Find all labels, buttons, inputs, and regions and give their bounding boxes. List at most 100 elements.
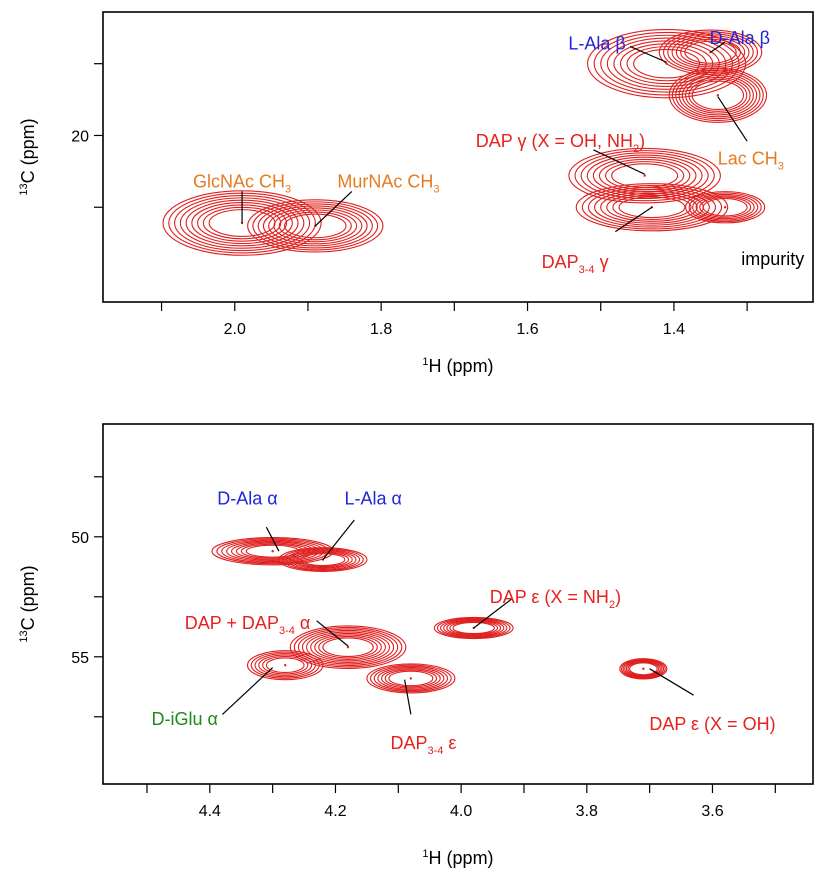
peak-annotation: MurNAc CH3 <box>337 171 439 195</box>
contour-level <box>306 631 391 663</box>
annotation-leader-line <box>404 679 412 715</box>
annotation-leader-line <box>322 519 355 560</box>
contour-level <box>293 626 403 668</box>
peak-8 <box>685 191 766 224</box>
contour-level <box>688 78 748 112</box>
contour-level <box>433 616 514 640</box>
peak-center <box>642 667 645 670</box>
annotation-leader-line <box>265 526 280 552</box>
peak-7 <box>575 183 729 232</box>
contour-level <box>377 666 445 690</box>
contour-level <box>293 551 353 569</box>
contour-level <box>699 196 752 218</box>
contour-level <box>247 199 384 253</box>
x-tick-label: 4.0 <box>450 803 472 820</box>
peak-7 <box>619 658 668 680</box>
contour-level <box>575 183 729 232</box>
contour-level <box>624 660 663 678</box>
contour-level <box>318 635 378 659</box>
contour-level <box>606 192 698 222</box>
contour-level <box>254 653 316 678</box>
peak-2 <box>278 547 368 573</box>
contour-panel-2: 4.4 4.2 4.0 3.8 3.6 50 55 1H (ppm) 13C (ppm) D-Al… <box>18 423 814 868</box>
annotation-leader-line <box>615 206 653 233</box>
contour-level <box>685 76 751 114</box>
contour-level <box>262 205 368 247</box>
contour-level <box>265 657 305 674</box>
contour-level <box>680 38 741 66</box>
x-tick-label: 1.4 <box>663 321 685 338</box>
peak-annotation: DAP + DAP3-4 α <box>185 613 311 637</box>
annotation-leader-line <box>221 667 274 715</box>
contour-peaks <box>211 536 668 694</box>
contour-level <box>681 75 754 116</box>
contour-level <box>684 40 737 64</box>
contour-level <box>625 660 661 677</box>
peak-annotation: L-Ala α <box>344 488 401 508</box>
contour-level <box>678 73 758 118</box>
contour-level <box>574 150 715 202</box>
peak-center <box>643 174 646 177</box>
contour-level <box>586 154 703 197</box>
peak-annotation: DAP3-4 γ <box>542 252 609 276</box>
peak-annotation: Lac CH3 <box>718 148 784 172</box>
contour-level <box>627 661 660 676</box>
contour-level <box>568 147 721 204</box>
peak-annotation: D-Ala β <box>710 28 770 48</box>
contour-level <box>618 196 686 219</box>
contour-level <box>436 617 511 639</box>
contour-level <box>322 637 374 657</box>
contour-level <box>581 184 723 230</box>
contour-level <box>314 634 382 660</box>
contour-level <box>620 658 666 679</box>
peak-annotation: D-Ala α <box>217 488 277 508</box>
contour-level <box>685 191 766 224</box>
contour-level <box>252 201 379 251</box>
contour-level <box>702 198 748 217</box>
contour-level <box>250 651 320 679</box>
contour-level <box>282 548 364 572</box>
x-axis-label: 1H (ppm) <box>422 356 493 376</box>
peak-4 <box>289 625 407 670</box>
contour-level <box>587 186 717 228</box>
x-tick-label: 2.0 <box>224 321 246 338</box>
contour-level <box>594 188 710 226</box>
peak-2 <box>247 199 384 253</box>
contour-level <box>278 547 368 573</box>
contour-level <box>622 659 665 679</box>
plot-frame <box>102 11 814 303</box>
x-tick-label: 4.2 <box>324 803 346 820</box>
annotation-leader-line <box>649 668 694 696</box>
annotation-leader-line <box>717 96 748 142</box>
contour-level <box>619 658 668 680</box>
peak-center <box>271 550 274 553</box>
contour-level <box>373 665 449 692</box>
contour-level <box>297 628 399 666</box>
peak-5 <box>668 67 768 123</box>
x-axis-label: 1H (ppm) <box>422 848 493 868</box>
peak-3 <box>433 616 514 640</box>
contour-level <box>688 192 762 223</box>
peak-5 <box>246 650 324 681</box>
y-tick-label: 55 <box>71 650 89 667</box>
contour-panel-1: 2.0 1.8 1.6 1.4 20 1H (ppm) 13C (ppm) GlcNAc CH… <box>18 11 814 376</box>
contour-level <box>612 194 692 220</box>
peak-center <box>716 94 720 97</box>
x-tick-label: 3.8 <box>576 803 598 820</box>
plot-frame <box>102 423 814 785</box>
peak-center <box>723 206 727 209</box>
peak-annotation: DAP ε (X = OH) <box>649 714 775 734</box>
y-axis-label: 13C (ppm) <box>18 565 38 642</box>
annotation-leader-line <box>593 149 645 175</box>
annotation-leader-line <box>314 191 353 227</box>
contour-level <box>587 29 747 99</box>
peak-center <box>284 664 287 667</box>
contour-level <box>675 36 746 68</box>
x-tick-label: 3.6 <box>701 803 723 820</box>
contour-level <box>675 71 761 120</box>
contour-level <box>592 156 697 195</box>
contour-level <box>381 668 441 689</box>
contour-level <box>310 632 386 662</box>
peak-annotation: L-Ala β <box>568 34 625 54</box>
